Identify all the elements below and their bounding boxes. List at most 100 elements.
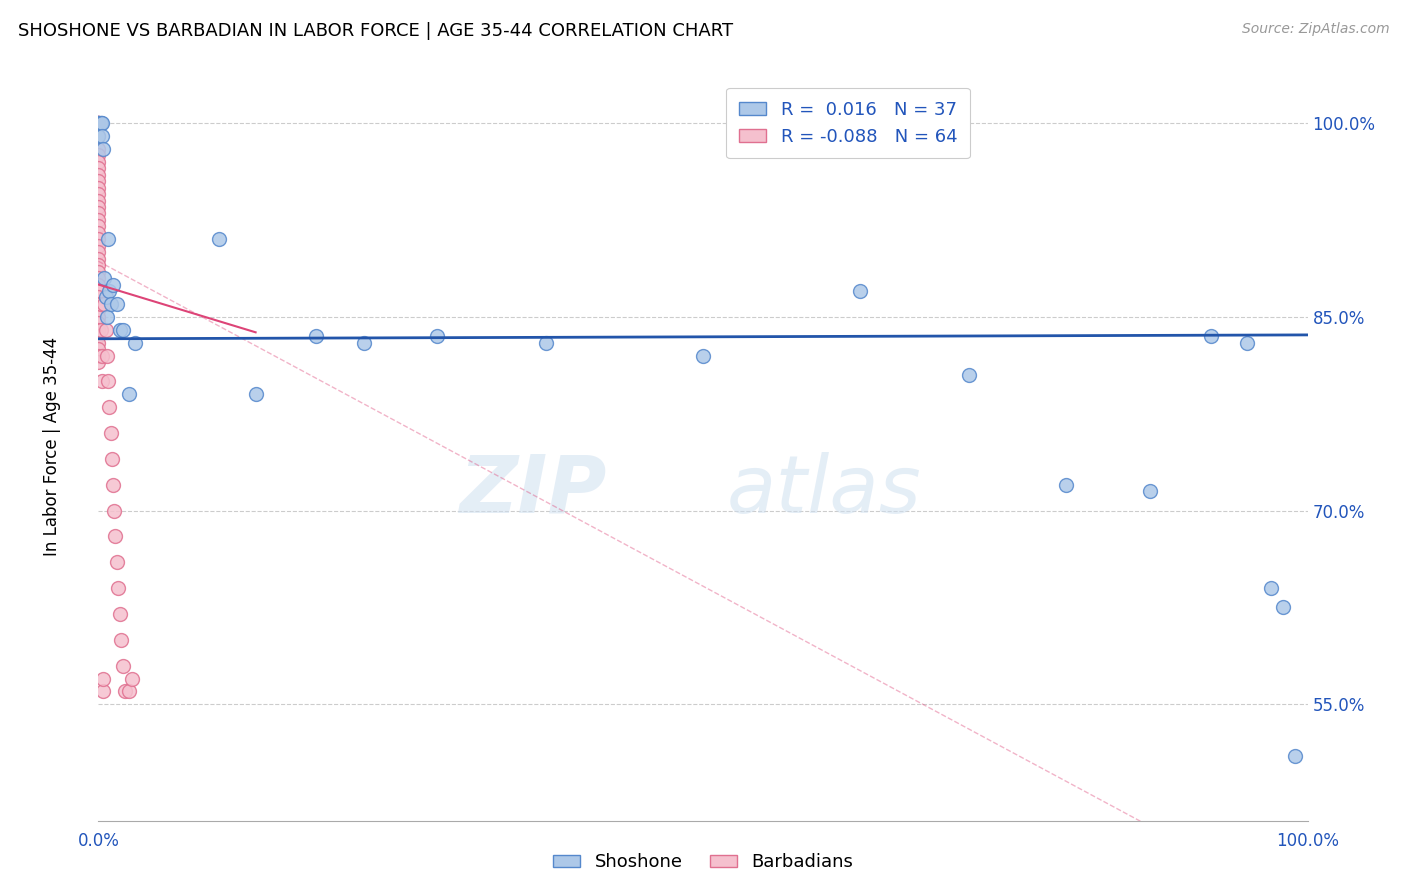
Point xyxy=(103,503,125,517)
Point xyxy=(87,116,110,130)
Point xyxy=(90,323,112,337)
Point xyxy=(87,206,110,220)
Point xyxy=(87,290,110,304)
Point xyxy=(245,387,267,401)
Point xyxy=(87,213,110,227)
Point xyxy=(1199,329,1222,343)
Point xyxy=(94,290,117,304)
Point xyxy=(91,349,114,363)
Point xyxy=(100,297,122,311)
Point xyxy=(426,329,449,343)
Point xyxy=(692,349,714,363)
Point xyxy=(91,672,114,686)
Point xyxy=(87,277,110,292)
Point xyxy=(91,128,114,143)
Point xyxy=(97,375,120,389)
Point xyxy=(91,684,114,698)
Point xyxy=(87,154,110,169)
Legend: Shoshone, Barbadians: Shoshone, Barbadians xyxy=(546,847,860,879)
Point xyxy=(87,116,110,130)
Point xyxy=(121,672,143,686)
Point xyxy=(208,232,231,246)
Point xyxy=(87,116,110,130)
Point xyxy=(100,451,122,466)
Point xyxy=(87,180,110,194)
Legend: R =  0.016   N = 37, R = -0.088   N = 64: R = 0.016 N = 37, R = -0.088 N = 64 xyxy=(727,88,970,158)
Point xyxy=(1139,484,1161,499)
Point xyxy=(90,297,112,311)
Point xyxy=(87,316,110,330)
Point xyxy=(101,277,124,292)
Point xyxy=(94,323,117,337)
Point xyxy=(100,426,122,441)
Text: SHOSHONE VS BARBADIAN IN LABOR FORCE | AGE 35-44 CORRELATION CHART: SHOSHONE VS BARBADIAN IN LABOR FORCE | A… xyxy=(18,22,734,40)
Point xyxy=(107,581,129,595)
Point xyxy=(98,284,121,298)
Point xyxy=(87,116,110,130)
Point xyxy=(87,284,110,298)
Point xyxy=(111,323,134,337)
Point xyxy=(118,387,141,401)
Point xyxy=(90,116,112,130)
Point xyxy=(1272,600,1295,615)
Point xyxy=(98,401,121,415)
Point xyxy=(87,116,110,130)
Point xyxy=(87,258,110,272)
Point xyxy=(87,342,110,356)
Point xyxy=(353,335,375,350)
Point xyxy=(91,116,114,130)
Point xyxy=(849,284,872,298)
Text: ZIP: ZIP xyxy=(458,452,606,530)
Point xyxy=(108,607,131,621)
Point xyxy=(91,142,114,156)
Point xyxy=(87,142,110,156)
Point xyxy=(87,219,110,234)
Point xyxy=(1260,581,1282,595)
Point xyxy=(110,632,132,647)
Point xyxy=(93,271,115,285)
Point xyxy=(87,128,110,143)
Point xyxy=(87,349,110,363)
Point xyxy=(87,303,110,318)
Point xyxy=(1236,335,1258,350)
Point xyxy=(87,271,110,285)
Point xyxy=(305,329,328,343)
Point xyxy=(534,335,557,350)
Point xyxy=(87,355,110,369)
Point xyxy=(87,128,110,143)
Point xyxy=(1054,477,1077,491)
Point xyxy=(108,323,131,337)
Point xyxy=(111,658,134,673)
Point xyxy=(118,684,141,698)
Point xyxy=(87,174,110,188)
Point xyxy=(124,335,146,350)
Point xyxy=(87,187,110,202)
Point xyxy=(87,329,110,343)
Point xyxy=(87,323,110,337)
Point xyxy=(87,116,110,130)
Text: Source: ZipAtlas.com: Source: ZipAtlas.com xyxy=(1241,22,1389,37)
Point xyxy=(87,252,110,266)
Point xyxy=(87,264,110,278)
Text: atlas: atlas xyxy=(727,452,921,530)
Point xyxy=(87,297,110,311)
Point xyxy=(91,375,114,389)
Point xyxy=(87,116,110,130)
Point xyxy=(104,529,127,543)
Point xyxy=(114,684,136,698)
Point xyxy=(96,310,118,324)
Point xyxy=(93,297,115,311)
Point xyxy=(87,245,110,260)
Point xyxy=(87,116,110,130)
Point xyxy=(957,368,980,382)
Point xyxy=(87,161,110,176)
Text: In Labor Force | Age 35-44: In Labor Force | Age 35-44 xyxy=(44,336,62,556)
Point xyxy=(87,335,110,350)
Point xyxy=(87,168,110,182)
Point xyxy=(97,232,120,246)
Point xyxy=(87,194,110,208)
Point xyxy=(101,477,124,491)
Point xyxy=(105,297,128,311)
Point xyxy=(90,116,112,130)
Point xyxy=(87,148,110,162)
